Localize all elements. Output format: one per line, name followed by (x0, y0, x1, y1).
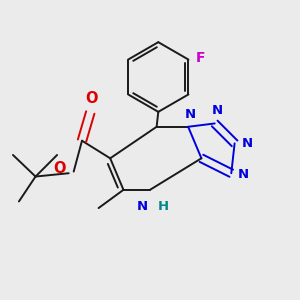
Text: H: H (157, 200, 168, 213)
Text: N: N (212, 104, 223, 118)
Text: N: N (137, 200, 148, 213)
Text: N: N (242, 137, 253, 150)
Text: O: O (86, 91, 98, 106)
Text: N: N (184, 108, 195, 121)
Text: N: N (237, 168, 248, 182)
Text: O: O (53, 161, 65, 176)
Text: F: F (196, 51, 205, 65)
